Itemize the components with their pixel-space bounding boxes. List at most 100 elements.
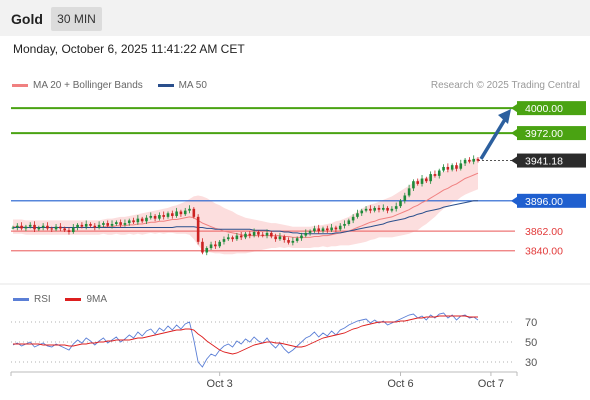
x-tick-label: Oct 7: [478, 378, 504, 390]
candle-body: [76, 224, 79, 228]
legend-item-rsi: RSI: [13, 294, 51, 305]
level-label-0: 4000.00: [525, 103, 563, 115]
candle-body: [50, 228, 54, 230]
candle-body: [463, 159, 467, 164]
level-label-5: 3840.00: [525, 246, 563, 258]
candle-body: [84, 223, 88, 227]
candle-body: [425, 178, 428, 182]
candle-body: [149, 215, 153, 218]
level-label-2: 3941.18: [525, 156, 563, 168]
candle-body: [46, 225, 49, 229]
candle-body: [282, 236, 286, 241]
candle-body: [347, 220, 351, 224]
candle-body: [231, 237, 234, 240]
candle-body: [115, 222, 118, 224]
candle-body: [28, 224, 32, 227]
candle-body: [369, 208, 372, 211]
candle-body: [59, 226, 62, 229]
timeframe-badge[interactable]: 30 MIN: [51, 7, 102, 31]
candle-body: [360, 210, 364, 214]
candle-body: [390, 208, 394, 211]
symbol-title: Gold: [11, 11, 43, 27]
candle-body: [394, 206, 398, 209]
rsi-tick-70: 70: [525, 317, 537, 329]
candle-body: [179, 211, 183, 215]
candle-body: [476, 158, 480, 161]
candle-body: [321, 228, 325, 232]
candle-body: [300, 235, 303, 239]
candle-body: [89, 223, 92, 226]
candle-body: [442, 166, 445, 171]
rsi-tick-50: 50: [525, 337, 537, 349]
candle-body: [468, 159, 471, 162]
candle-body: [248, 233, 252, 236]
candle-body: [214, 244, 217, 247]
candle-body: [338, 225, 342, 230]
candle-body: [459, 163, 463, 169]
header-bar: Gold 30 MIN: [0, 0, 590, 36]
candle-body: [153, 215, 157, 219]
candle-body: [106, 223, 110, 226]
level-pointer-0: [511, 104, 517, 113]
candle-body: [201, 241, 204, 253]
level-badge-2: [517, 153, 586, 168]
candle-body: [235, 235, 239, 240]
candle-body: [244, 233, 247, 238]
candle-body: [140, 218, 144, 222]
legend-item-9ma: 9MA: [65, 294, 107, 305]
x-tick-label: Oct 6: [387, 378, 413, 390]
candle-body: [437, 170, 441, 176]
candle-body: [326, 228, 329, 231]
level-label-1: 3972.00: [525, 128, 563, 140]
candle-body: [136, 218, 140, 223]
candle-body: [455, 165, 458, 169]
candle-body: [218, 241, 221, 247]
x-tick-label: Oct 3: [207, 378, 233, 390]
candle-body: [102, 223, 105, 225]
candle-body: [37, 227, 41, 230]
candle-body: [93, 225, 97, 228]
candle-body: [171, 213, 174, 216]
candle-body: [20, 225, 23, 229]
rsi-9ma-line: [13, 315, 478, 355]
candle-body: [71, 227, 75, 233]
candle-body: [226, 237, 230, 240]
candle-body: [386, 207, 389, 211]
level-label-4: 3862.00: [525, 226, 563, 238]
rsi-line: [12, 312, 479, 368]
legend-label-ma50: MA 50: [178, 80, 207, 91]
level-pointer-1: [511, 129, 517, 138]
candle-body: [67, 230, 71, 233]
legend-label-9ma: 9MA: [86, 294, 108, 305]
level-label-3: 3896.00: [525, 196, 563, 208]
candle-body: [412, 181, 415, 189]
candle-body: [472, 158, 475, 162]
candle-body: [63, 228, 66, 231]
candle-body: [145, 217, 148, 222]
candle-body: [192, 208, 196, 217]
level-pointer-2: [511, 156, 517, 165]
candle-body: [110, 223, 114, 226]
candle-body: [123, 223, 127, 225]
legend-swatch-ma20: [12, 83, 28, 87]
candle-body: [175, 211, 178, 216]
candle-body: [304, 232, 308, 236]
candle-body: [119, 222, 122, 225]
candle-body: [41, 225, 45, 228]
main-legend: MA 20 + Bollinger Bands MA 50: [12, 80, 219, 91]
rsi-legend: RSI 9MA: [13, 294, 119, 305]
candle-body: [407, 188, 411, 196]
candle-body: [127, 220, 131, 224]
candle-body: [54, 226, 58, 230]
candles: [11, 155, 480, 256]
candle-body: [265, 232, 269, 236]
candle-body: [343, 223, 346, 226]
legend-swatch-rsi: [13, 297, 29, 301]
candle-body: [24, 226, 28, 229]
candle-body: [261, 234, 265, 236]
candle-body: [416, 181, 420, 184]
level-badge-1: [517, 126, 586, 141]
candle-body: [97, 224, 101, 228]
candle-body: [317, 228, 320, 232]
